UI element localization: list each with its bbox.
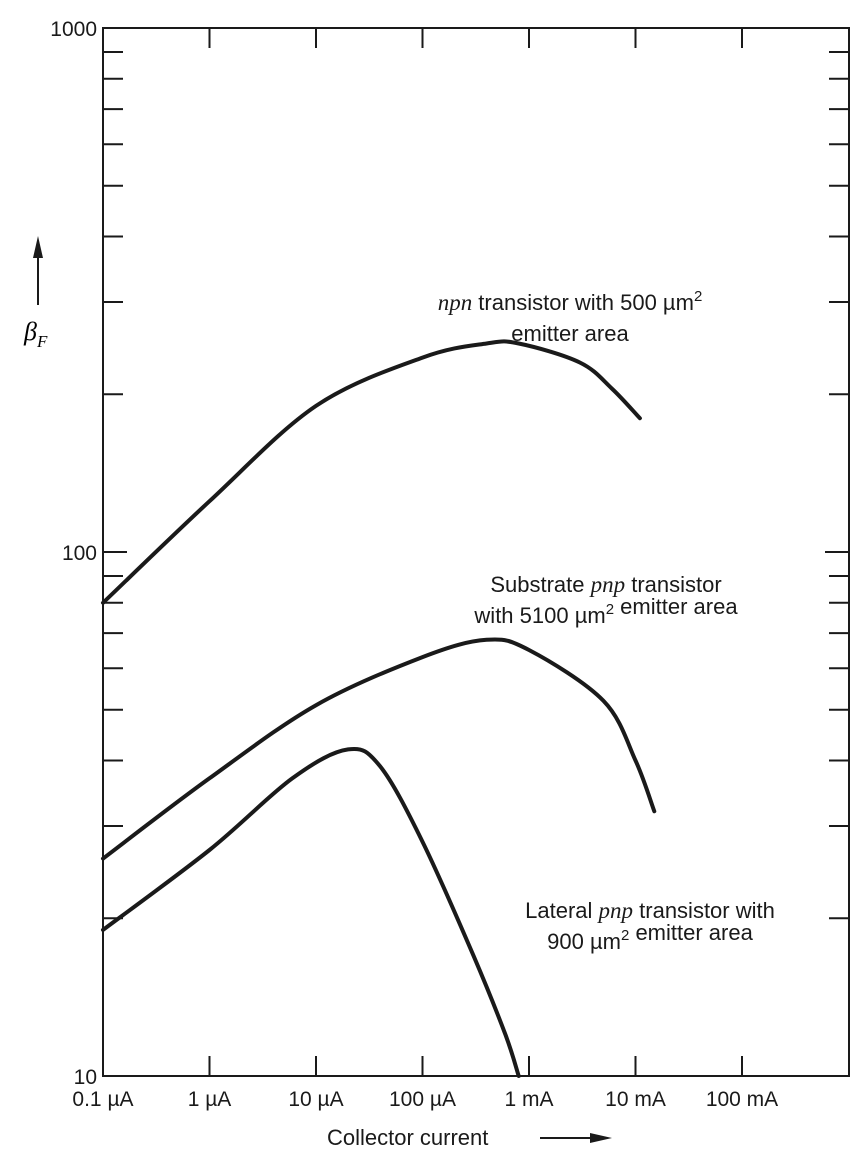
x-axis-arrow-icon: [590, 1133, 612, 1143]
y-tick-label: 10: [74, 1066, 97, 1089]
curve-annotations: npn transistor with 500 µm2 emitter area S…: [438, 288, 775, 954]
x-tick-label: 1 mA: [504, 1088, 553, 1111]
annotation-line: npn transistor with 500 µm2: [438, 288, 703, 315]
y-axis-label: βF: [23, 236, 48, 351]
y-axis-label-subscript: F: [36, 332, 48, 351]
y-ticks: 10 100 1000: [50, 18, 849, 1089]
svg-text:βF: βF: [23, 317, 48, 351]
annotation-line: Substrate pnp transistor: [490, 572, 721, 597]
annotation-line: Lateral pnp transistor with: [525, 898, 775, 923]
y-axis-arrow-icon: [33, 236, 43, 258]
substrate-pnp-curve: [101, 637, 657, 861]
lateral-pnp-curve: [101, 746, 521, 1078]
y-tick-label: 1000: [50, 18, 97, 41]
y-axis-label-symbol: β: [23, 317, 37, 346]
annotation-line: emitter area: [511, 321, 629, 346]
y-tick-label: 100: [62, 542, 97, 565]
curves: [101, 339, 657, 1078]
x-tick-label: 10 mA: [605, 1088, 666, 1111]
x-tick-label: 100 µA: [389, 1088, 456, 1111]
x-tick-label: 0.1 µA: [72, 1088, 133, 1111]
x-axis-label: Collector current: [327, 1125, 612, 1150]
annotation-line: with 5100 µm2 emitter area: [473, 594, 738, 628]
x-axis-label-text: Collector current: [327, 1125, 488, 1150]
npn-curve: [101, 339, 642, 605]
x-ticks: 0.1 µA 1 µA 10 µA 100 µA 1 mA 10 mA 100 mA: [72, 28, 778, 1111]
npn-annotation: npn transistor with 500 µm2 emitter area: [438, 288, 703, 346]
annotation-line: 900 µm2 emitter area: [547, 920, 753, 954]
x-tick-label: 10 µA: [288, 1088, 343, 1111]
x-tick-label: 1 µA: [188, 1088, 232, 1111]
x-tick-label: 100 mA: [706, 1088, 778, 1111]
